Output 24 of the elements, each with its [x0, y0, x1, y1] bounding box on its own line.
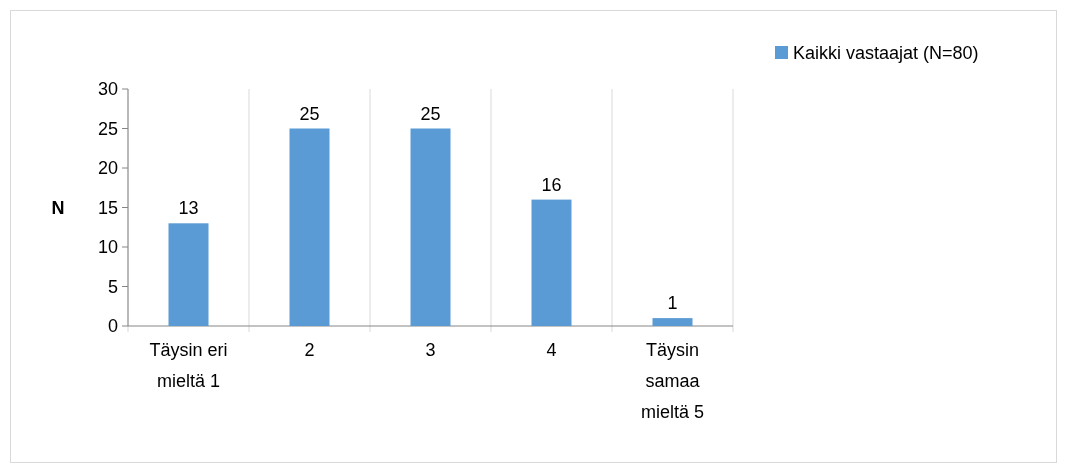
bar — [289, 128, 330, 326]
bar — [168, 223, 209, 326]
legend-label: Kaikki vastaajat (N=80) — [793, 43, 979, 64]
y-tick-label: 5 — [107, 276, 118, 297]
data-label: 16 — [541, 174, 562, 195]
bar — [410, 128, 451, 326]
bar — [531, 199, 572, 326]
y-tick-label: 15 — [97, 197, 118, 218]
data-label: 25 — [299, 103, 320, 124]
x-tick-label: 2 — [304, 340, 315, 361]
x-tick-label: 3 — [425, 340, 436, 361]
data-label: 13 — [178, 198, 199, 219]
y-tick-label: 20 — [97, 158, 118, 179]
data-label: 25 — [420, 103, 441, 124]
y-tick-label: 30 — [97, 79, 118, 100]
x-tick-label: Täysin eri mieltä 1 — [149, 340, 228, 392]
y-tick-label: 0 — [107, 316, 118, 337]
y-tick-label: 10 — [97, 237, 118, 258]
y-axis-title: N — [51, 197, 65, 218]
y-tick-label: 25 — [97, 118, 118, 139]
data-label: 1 — [667, 293, 678, 314]
bar — [652, 318, 693, 326]
x-tick-label: 4 — [546, 340, 557, 361]
x-tick-label: Täysin samaa mieltä 5 — [640, 340, 705, 423]
